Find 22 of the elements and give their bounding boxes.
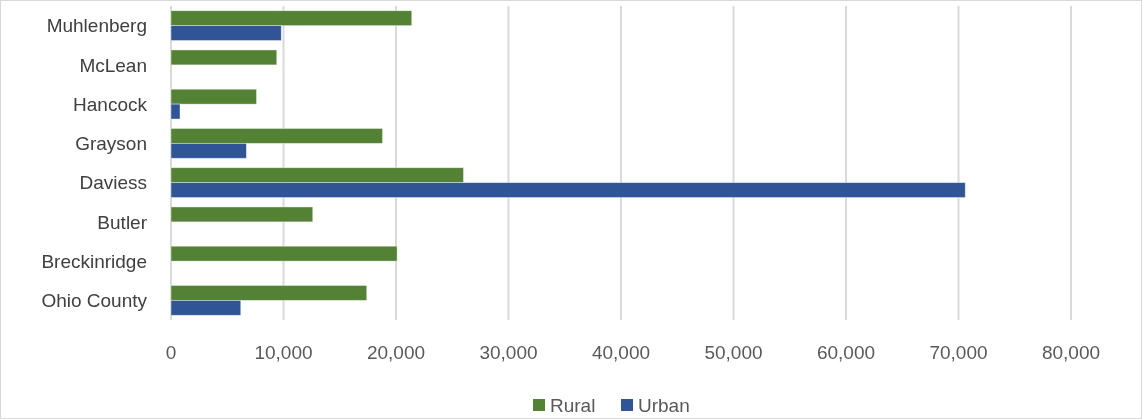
y-tick-label: Ohio County bbox=[41, 290, 148, 312]
legend-label: Urban bbox=[638, 394, 690, 416]
x-tick-label: 70,000 bbox=[929, 341, 988, 363]
y-tick-label: McLean bbox=[79, 54, 147, 76]
y-tick-label: Muhlenberg bbox=[46, 15, 147, 37]
x-tick-label: 40,000 bbox=[591, 341, 651, 363]
y-tick-label: Grayson bbox=[75, 133, 147, 155]
y-tick-label: Breckinridge bbox=[41, 250, 147, 272]
bar bbox=[170, 49, 278, 66]
y-tick-label: Daviess bbox=[79, 172, 147, 194]
x-tick-label: 30,000 bbox=[479, 341, 538, 363]
x-tick-label: 0 bbox=[165, 341, 177, 363]
x-tick-label: 20,000 bbox=[366, 341, 426, 363]
y-tick-label: Hancock bbox=[73, 93, 148, 115]
x-tick-label: 80,000 bbox=[1041, 341, 1101, 363]
x-tick-label: 60,000 bbox=[816, 341, 876, 363]
bar bbox=[170, 245, 398, 262]
x-tick-label: 50,000 bbox=[704, 341, 763, 363]
bar bbox=[170, 206, 314, 223]
x-tick-label: 10,000 bbox=[254, 341, 313, 363]
legend-label: Rural bbox=[550, 394, 596, 416]
y-tick-label: Butler bbox=[97, 211, 148, 233]
